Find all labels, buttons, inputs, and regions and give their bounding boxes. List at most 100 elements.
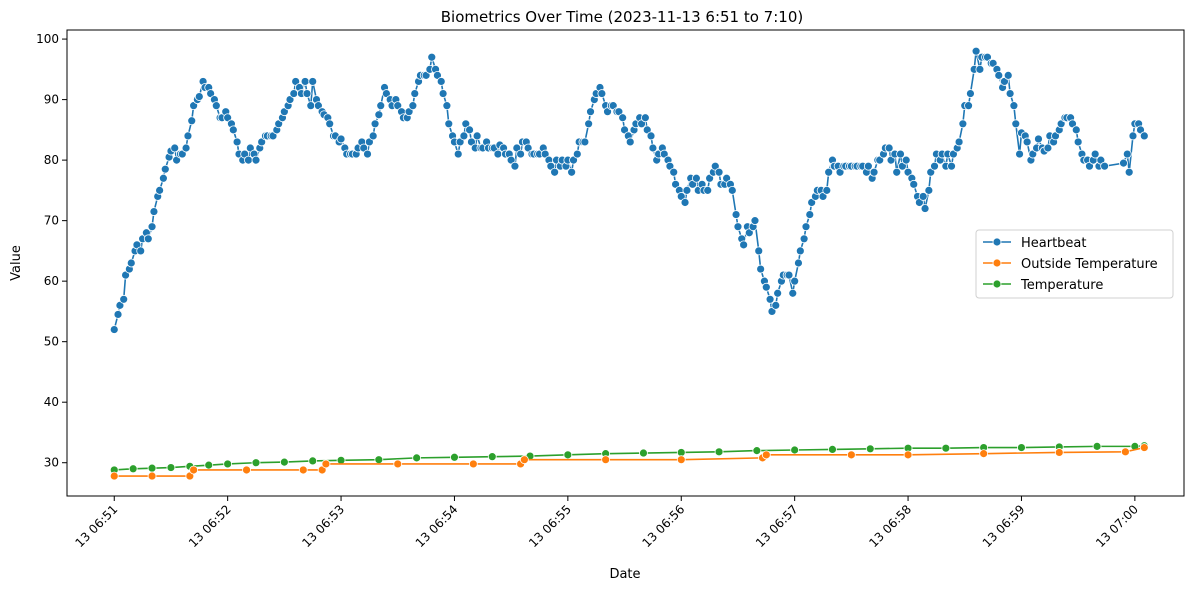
data-point [822,185,832,195]
y-tick-label: 60 [44,274,59,288]
data-point [795,246,805,256]
data-point [374,110,384,120]
y-tick-label: 50 [44,335,59,349]
data-point [918,192,928,201]
legend-label: Temperature [1020,278,1103,293]
data-point [754,246,764,256]
data-point [298,465,308,475]
data-point [865,444,875,454]
data-point [450,452,459,462]
data-point [788,288,798,298]
data-point [903,450,913,460]
series-outside-temperature [109,443,1149,481]
data-point [1100,161,1110,171]
x-axis-label: Date [609,567,640,582]
data-point [550,167,560,177]
x-tick-label: 13 06:57 [753,502,801,550]
data-point [194,92,204,101]
data-point [771,300,781,310]
data-point [930,161,939,171]
data-point [113,310,123,319]
legend-box [975,229,1174,299]
data-point [308,456,318,466]
data-point [376,101,386,111]
data-point [1092,441,1102,451]
data-point [994,70,1004,80]
data-point [109,325,119,334]
data-point [1015,149,1024,159]
data-point [363,149,372,159]
data-point [459,131,469,141]
data-point [739,240,749,250]
data-point [773,288,783,298]
x-tick-label: 13 07:00 [1093,502,1141,550]
x-tick-label: 13 06:55 [526,502,574,550]
data-point [567,167,577,177]
data-point [160,164,170,174]
data-point [370,119,380,129]
x-tick-label: 13 06:54 [413,502,461,550]
data-point [321,459,331,469]
data-point [765,294,775,304]
data-point [714,447,724,457]
data-point [580,137,590,147]
series-layer [109,46,1149,481]
data-point [954,137,964,147]
data-point [958,119,968,129]
data-point [438,89,448,98]
data-point [572,149,582,159]
data-point [336,134,346,144]
data-point [143,234,153,244]
x-axis: 13 06:51 13 06:52 13 06:53 13 06:54 13 06:55… [73,496,1141,550]
data-point [790,445,800,455]
data-point [752,446,762,456]
data-point [1017,443,1026,452]
legend-label: Heartbeat [1021,236,1087,251]
data-point [727,185,737,195]
data-point [158,173,168,183]
data-point [374,455,384,465]
data-point [510,161,520,171]
data-point [223,459,233,469]
data-point [601,455,611,465]
y-axis: 30 40 50 60 70 80 90 100 [36,32,67,470]
data-point [1071,125,1081,135]
data-point [846,450,856,460]
data-point [393,459,403,469]
series-heartbeat [109,46,1149,334]
x-tick-label: 13 06:56 [640,502,688,550]
data-point [676,448,686,457]
data-point [436,77,446,86]
data-point [1022,137,1032,147]
data-point [516,149,525,159]
data-point [682,185,692,195]
data-point [1139,131,1149,141]
data-point [1139,443,1149,452]
data-point [646,131,656,141]
data-point [869,167,879,177]
series-line [114,444,1145,471]
data-point [640,113,650,123]
data-point [691,173,701,183]
data-point [204,460,214,470]
data-point [805,210,815,219]
data-point [325,119,335,129]
data-point [128,464,138,474]
data-point [733,222,743,232]
data-point [147,222,157,232]
legend-marker [992,237,1002,247]
data-point [336,455,346,465]
data-point [228,125,238,135]
data-point [639,448,648,458]
data-point [669,167,679,177]
data-point [625,137,635,147]
data-point [971,46,981,56]
x-tick-label: 13 06:59 [980,502,1028,550]
data-point [170,143,180,153]
chart-title: Biometrics Over Time (2023-11-13 6:51 to… [441,8,803,26]
data-point [618,113,628,123]
data-point [828,444,837,454]
data-point [586,107,595,117]
data-point [147,471,157,481]
data-point [924,185,934,195]
